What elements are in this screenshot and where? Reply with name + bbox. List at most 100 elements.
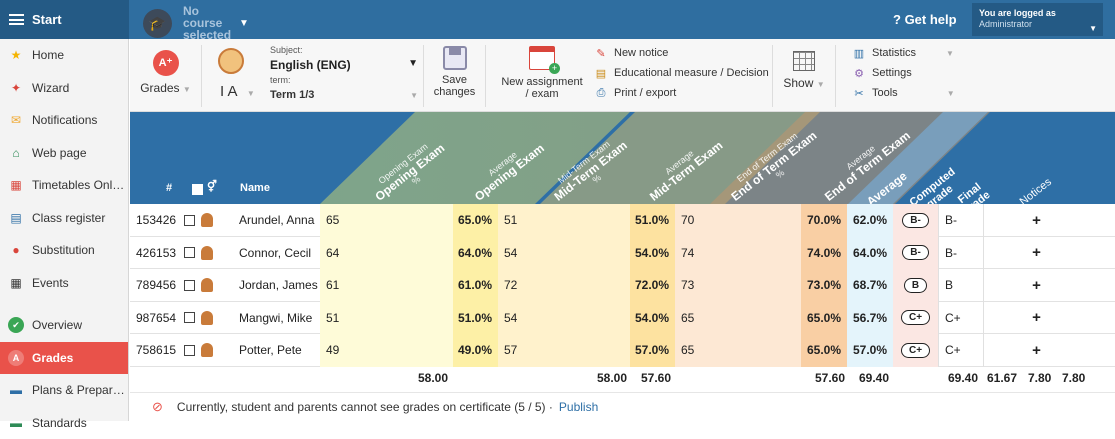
- tools-menu[interactable]: ✂Tools▼: [852, 83, 955, 103]
- empty-cell: [983, 269, 1018, 302]
- total-value: 69.40: [948, 371, 978, 385]
- student-avatar-icon: [199, 204, 233, 237]
- start-menu-button[interactable]: Start: [0, 0, 129, 39]
- term-selector[interactable]: Term 1/3 ▼: [270, 89, 418, 101]
- cell-computed: B-: [893, 204, 938, 237]
- logged-in-user: Administrator: [979, 19, 1096, 30]
- add-notice-button[interactable]: +: [1018, 204, 1055, 237]
- cell-endterm-avg: 74.0%: [801, 237, 847, 270]
- user-menu[interactable]: You are logged as Administrator ▼: [972, 3, 1103, 36]
- cell-name: Potter, Pete: [233, 334, 320, 367]
- cell-final[interactable]: B: [938, 269, 983, 302]
- sidebar-item-label: Wizard: [32, 81, 69, 95]
- sidebar-item-notifications[interactable]: ✉Notifications: [0, 104, 128, 137]
- row-select-checkbox[interactable]: [178, 334, 199, 367]
- settings-menu[interactable]: ⚙Settings: [852, 63, 955, 83]
- student-avatar-icon: [201, 246, 213, 260]
- cell-midterm-avg: 57.0%: [630, 334, 675, 367]
- cell-endterm-avg: 70.0%: [801, 204, 847, 237]
- show-button[interactable]: Show ▼: [773, 51, 835, 91]
- cell-endterm[interactable]: 70: [675, 204, 801, 237]
- cell-opening[interactable]: 65: [320, 204, 453, 237]
- row-select-checkbox[interactable]: [178, 302, 199, 335]
- cell-endterm[interactable]: 65: [675, 334, 801, 367]
- get-help-label: Get help: [905, 12, 957, 27]
- cell-opening[interactable]: 61: [320, 269, 453, 302]
- sidebar-item-events[interactable]: ▦Events: [0, 267, 128, 300]
- cell-midterm[interactable]: 57: [498, 334, 630, 367]
- cell-opening[interactable]: 49: [320, 334, 453, 367]
- student-avatar-icon: [199, 302, 233, 335]
- statistics-menu[interactable]: ▥Statistics▼: [852, 43, 955, 63]
- cell-opening[interactable]: 64: [320, 237, 453, 270]
- grades-button[interactable]: A⁺ Grades ▼: [130, 50, 201, 96]
- cell-final[interactable]: B-: [938, 204, 983, 237]
- row-select-checkbox[interactable]: [178, 204, 199, 237]
- select-all-checkbox[interactable]: [192, 184, 203, 195]
- sidebar-item-timetables-onl[interactable]: ▦Timetables Onl…: [0, 169, 128, 202]
- cell-average: 57.0%: [847, 334, 893, 367]
- cell-computed: B-: [893, 237, 938, 270]
- sidebar-item-standards[interactable]: ▬Standards: [0, 407, 128, 439]
- row-select-checkbox[interactable]: [178, 237, 199, 270]
- cell-midterm[interactable]: 54: [498, 302, 630, 335]
- cell-midterm[interactable]: 72: [498, 269, 630, 302]
- standards-icon: ▬: [8, 415, 24, 431]
- chevron-down-icon: ▼: [1089, 23, 1097, 34]
- sidebar-item-overview[interactable]: ✔Overview: [0, 309, 128, 342]
- sidebar-item-web-page[interactable]: ⌂Web page: [0, 137, 128, 170]
- save-changes-button[interactable]: Save changes: [424, 46, 485, 98]
- total-value: 61.67: [987, 371, 1017, 385]
- educational-measure-link[interactable]: ▤Educational measure / Decision: [594, 63, 769, 83]
- class-selector[interactable]: I A ▼: [220, 83, 255, 100]
- cell-midterm[interactable]: 54: [498, 237, 630, 270]
- empty-cell: [983, 204, 1018, 237]
- add-notice-button[interactable]: +: [1018, 302, 1055, 335]
- course-selector[interactable]: 🎓 No course selected ▼: [143, 5, 249, 41]
- tools-icon: ✂: [852, 86, 866, 100]
- publish-link[interactable]: Publish: [559, 400, 598, 414]
- total-value: 7.80: [1062, 371, 1085, 385]
- assignment-section: + New assignment / exam ✎New notice ▤Edu…: [486, 45, 773, 107]
- logged-in-label: You are logged as: [979, 8, 1096, 19]
- toolbar: A⁺ Grades ▼ I A ▼ Subject: English (ENG)…: [130, 39, 1115, 112]
- new-assignment-button[interactable]: + New assignment / exam: [500, 46, 584, 100]
- cell-midterm[interactable]: 51: [498, 204, 630, 237]
- statistics-label: Statistics: [872, 47, 916, 59]
- sidebar-item-class-register[interactable]: ▤Class register: [0, 202, 128, 235]
- sidebar-item-substitution[interactable]: ●Substitution: [0, 234, 128, 267]
- row-select-checkbox[interactable]: [178, 269, 199, 302]
- checkbox[interactable]: [184, 280, 195, 291]
- cell-computed: C+: [893, 302, 938, 335]
- class-value: I A: [220, 83, 237, 100]
- student-avatar-icon: [199, 269, 233, 302]
- cell-endterm[interactable]: 73: [675, 269, 801, 302]
- total-value: 57.60: [641, 371, 671, 385]
- bar-chart-icon: ▥: [852, 46, 866, 60]
- computed-grade-badge: B-: [902, 213, 929, 228]
- cell-opening[interactable]: 51: [320, 302, 453, 335]
- chevron-down-icon: ▼: [247, 89, 255, 98]
- add-notice-button[interactable]: +: [1018, 334, 1055, 367]
- cell-endterm[interactable]: 65: [675, 302, 801, 335]
- checkbox[interactable]: [184, 345, 195, 356]
- sidebar-item-wizard[interactable]: ✦Wizard: [0, 72, 128, 105]
- sidebar-item-plans-prepar[interactable]: ▬Plans & Prepar…: [0, 374, 128, 407]
- cell-final[interactable]: B-: [938, 237, 983, 270]
- checkbox[interactable]: [184, 312, 195, 323]
- gears-icon: ⚙: [852, 66, 866, 80]
- cell-endterm[interactable]: 74: [675, 237, 801, 270]
- sidebar-item-home[interactable]: ★Home: [0, 39, 128, 72]
- cell-final[interactable]: C+: [938, 302, 983, 335]
- print-export-link[interactable]: ⎙Print / export: [594, 83, 769, 103]
- cell-final[interactable]: C+: [938, 334, 983, 367]
- subject-selector[interactable]: English (ENG) ▼: [270, 58, 418, 72]
- add-notice-button[interactable]: +: [1018, 269, 1055, 302]
- get-help-button[interactable]: ? Get help: [893, 12, 957, 27]
- checkbox[interactable]: [184, 247, 195, 258]
- printer-icon: ⎙: [594, 86, 608, 100]
- checkbox[interactable]: [184, 215, 195, 226]
- add-notice-button[interactable]: +: [1018, 237, 1055, 270]
- new-notice-link[interactable]: ✎New notice: [594, 43, 769, 63]
